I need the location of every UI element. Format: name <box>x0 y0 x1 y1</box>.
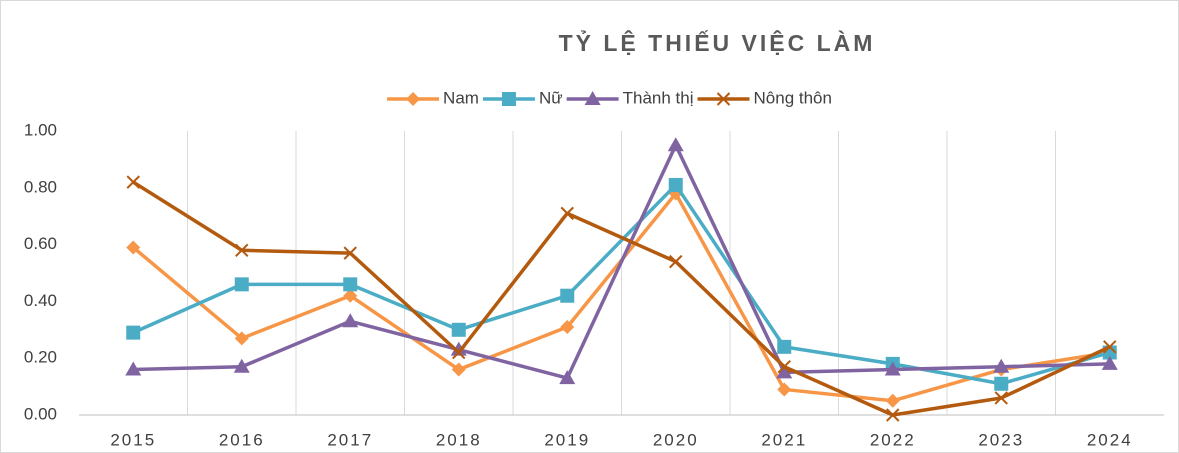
data-point <box>777 360 791 374</box>
data-point <box>668 177 683 192</box>
x-tick-label: 2024 <box>1087 430 1133 449</box>
legend-marker <box>716 92 731 106</box>
series-line <box>133 143 1110 380</box>
data-point <box>126 240 141 255</box>
data-point <box>450 341 467 356</box>
data-point <box>667 137 684 152</box>
data-point <box>994 376 1009 391</box>
data-point <box>777 339 792 354</box>
x-tick-label: 2017 <box>327 430 373 449</box>
x-tick-label: 2015 <box>110 430 156 449</box>
legend-marker <box>406 92 421 106</box>
data-point <box>560 319 575 334</box>
data-point <box>886 408 900 422</box>
legend-marker <box>501 92 516 106</box>
data-point <box>885 393 900 408</box>
data-point <box>1103 340 1117 354</box>
legend-label: Nữ <box>539 88 563 107</box>
data-point <box>559 370 576 385</box>
chart-title: TỶ LỆ THIẾU VIỆC LÀM <box>559 28 876 56</box>
legend: Nam Nữ Thành thị Nông thôn <box>387 88 832 107</box>
data-point <box>994 391 1008 405</box>
legend-label: Nam <box>443 88 479 107</box>
data-point <box>1101 355 1118 370</box>
data-point <box>669 254 683 269</box>
x-tick-label: 2022 <box>870 430 916 449</box>
data-point <box>560 288 575 303</box>
data-point <box>125 361 142 376</box>
y-tick-label: 0.00 <box>24 404 57 423</box>
data-point <box>234 277 249 292</box>
data-point <box>235 243 249 257</box>
data-point <box>343 288 358 303</box>
data-point <box>993 358 1010 373</box>
data-point <box>126 325 141 340</box>
data-point <box>451 362 466 377</box>
x-tick-label: 2021 <box>761 430 807 449</box>
data-point <box>343 246 357 260</box>
y-tick-label: 0.40 <box>24 291 57 310</box>
data-point <box>560 206 574 221</box>
y-tick-label: 1.00 <box>24 120 57 139</box>
y-tick-label: 0.20 <box>24 348 57 367</box>
y-tick-label: 0.60 <box>24 234 57 253</box>
data-point <box>777 382 792 397</box>
x-tick-label: 2018 <box>436 430 482 449</box>
data-point <box>233 358 250 373</box>
x-tick-label: 2016 <box>219 430 265 449</box>
data-point <box>452 345 466 360</box>
data-point <box>451 322 466 337</box>
legend-label: Nông thôn <box>754 88 832 107</box>
legend-marker <box>584 91 601 105</box>
data-point <box>343 277 358 292</box>
series-line <box>132 180 1111 417</box>
data-point <box>234 331 249 346</box>
legend-label: Thành thị <box>623 88 694 107</box>
series-line <box>132 183 1111 386</box>
data-point <box>126 175 140 189</box>
data-point <box>342 313 359 328</box>
x-tick-label: 2020 <box>653 430 699 449</box>
y-tick-label: 0.80 <box>24 177 57 196</box>
data-point <box>776 364 793 379</box>
x-tick-label: 2019 <box>544 430 590 449</box>
data-point <box>884 361 901 376</box>
x-tick-label: 2023 <box>978 430 1024 449</box>
